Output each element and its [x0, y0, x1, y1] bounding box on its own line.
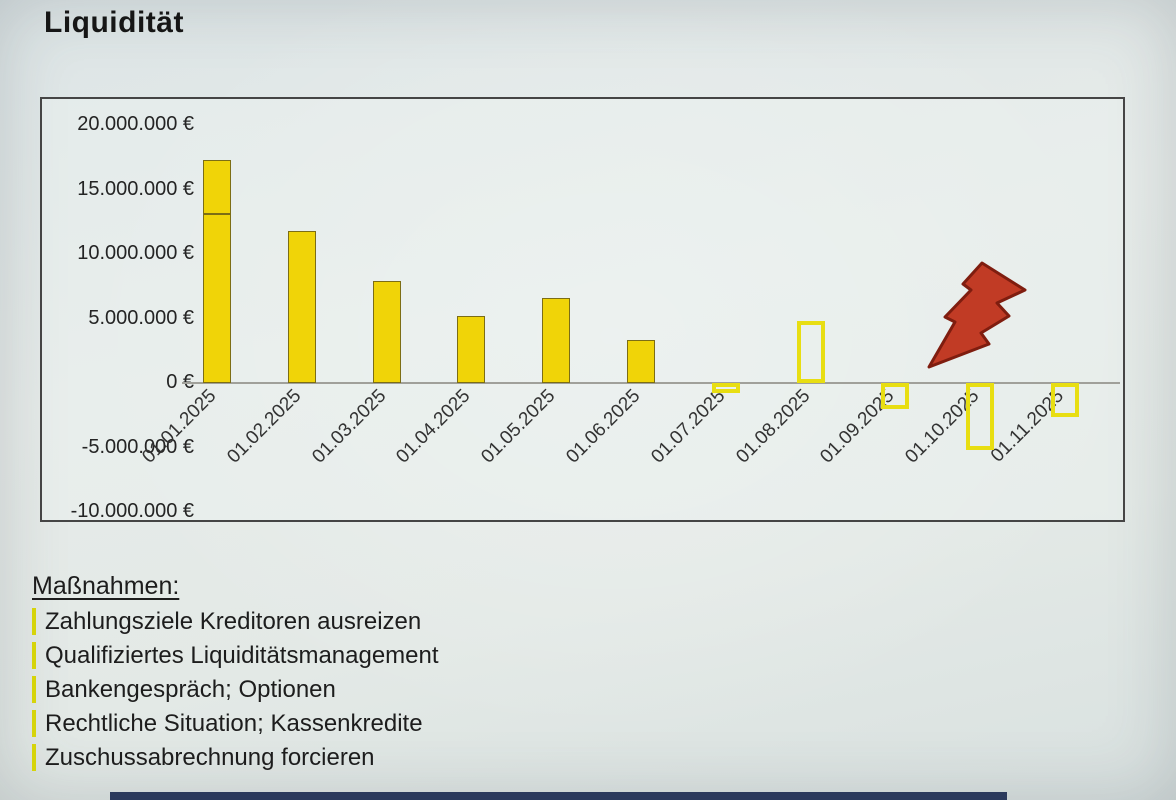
x-axis-category-label: 01.04.2025 [392, 385, 475, 468]
measure-text: Bankengespräch; Optionen [45, 675, 336, 703]
x-axis-category-label: 01.03.2025 [307, 385, 390, 468]
y-axis-tick-label: -5.000.000 € [81, 435, 194, 458]
y-axis-tick-label: 5.000.000 € [88, 306, 194, 329]
x-axis-category-label: 01.05.2025 [477, 385, 560, 468]
bullet-bar-icon [32, 608, 36, 635]
measures-section: Maßnahmen: Zahlungsziele Kreditoren ausr… [32, 572, 439, 778]
y-axis-tick-label: 10.000.000 € [77, 242, 194, 264]
measure-item: Zahlungsziele Kreditoren ausreizen [32, 608, 439, 635]
chart-bar-outline [966, 383, 995, 451]
chart-bar [287, 230, 316, 383]
y-axis-tick-label: 20.000.000 € [77, 113, 194, 135]
measures-heading: Maßnahmen: [32, 572, 180, 600]
measure-item: Qualifiziertes Liquiditätsmanagement [32, 642, 439, 669]
zero-axis-line [182, 382, 1120, 384]
chart-bar [542, 297, 571, 383]
page-title: Liquidität [44, 6, 184, 39]
bullet-bar-icon [32, 744, 36, 771]
x-axis-category-label: 01.06.2025 [562, 385, 645, 468]
bullet-bar-icon [32, 642, 36, 669]
measure-text: Qualifiziertes Liquiditätsmanagement [45, 641, 439, 669]
measure-item: Bankengespräch; Optionen [32, 676, 439, 703]
chart-bar-outline [1051, 383, 1079, 417]
x-axis-category-label: 01.02.2025 [223, 385, 306, 468]
measure-item: Rechtliche Situation; Kassenkredite [32, 710, 439, 737]
y-axis-tick-label: 15.000.000 € [77, 177, 194, 200]
lightning-bolt-icon [927, 261, 1027, 369]
chart-bar [372, 281, 401, 383]
y-axis-tick-label: 0 € [166, 371, 194, 393]
measure-item: Zuschussabrechnung forcieren [32, 744, 439, 771]
chart-bar-outline [711, 383, 740, 394]
liquidity-chart-frame: 20.000.000 € 15.000.000 € 10.000.000 € 5.00… [40, 97, 1125, 522]
chart-bar [457, 315, 486, 383]
slide-footer-bar [110, 792, 1007, 800]
measures-list: Zahlungsziele Kreditoren ausreizen Qualif… [32, 608, 439, 771]
y-axis-tick-label: -10.000.000 € [70, 500, 194, 522]
chart-bar [627, 340, 655, 383]
measure-text: Zuschussabrechnung forcieren [45, 743, 375, 771]
chart-bar [203, 159, 231, 383]
bullet-bar-icon [32, 676, 36, 703]
x-axis-category-label: 01.08.2025 [731, 385, 814, 468]
bar-segment-divider [203, 212, 231, 215]
x-axis-category-label: 01.07.2025 [647, 385, 730, 468]
measure-text: Rechtliche Situation; Kassenkredite [45, 709, 423, 737]
chart-bar-outline [796, 321, 825, 383]
liquidity-chart-plot: 20.000.000 € 15.000.000 € 10.000.000 € 5.00… [42, 99, 1123, 522]
measure-text: Zahlungsziele Kreditoren ausreizen [45, 607, 422, 635]
bullet-bar-icon [32, 710, 36, 737]
chart-bar-outline [881, 383, 910, 409]
